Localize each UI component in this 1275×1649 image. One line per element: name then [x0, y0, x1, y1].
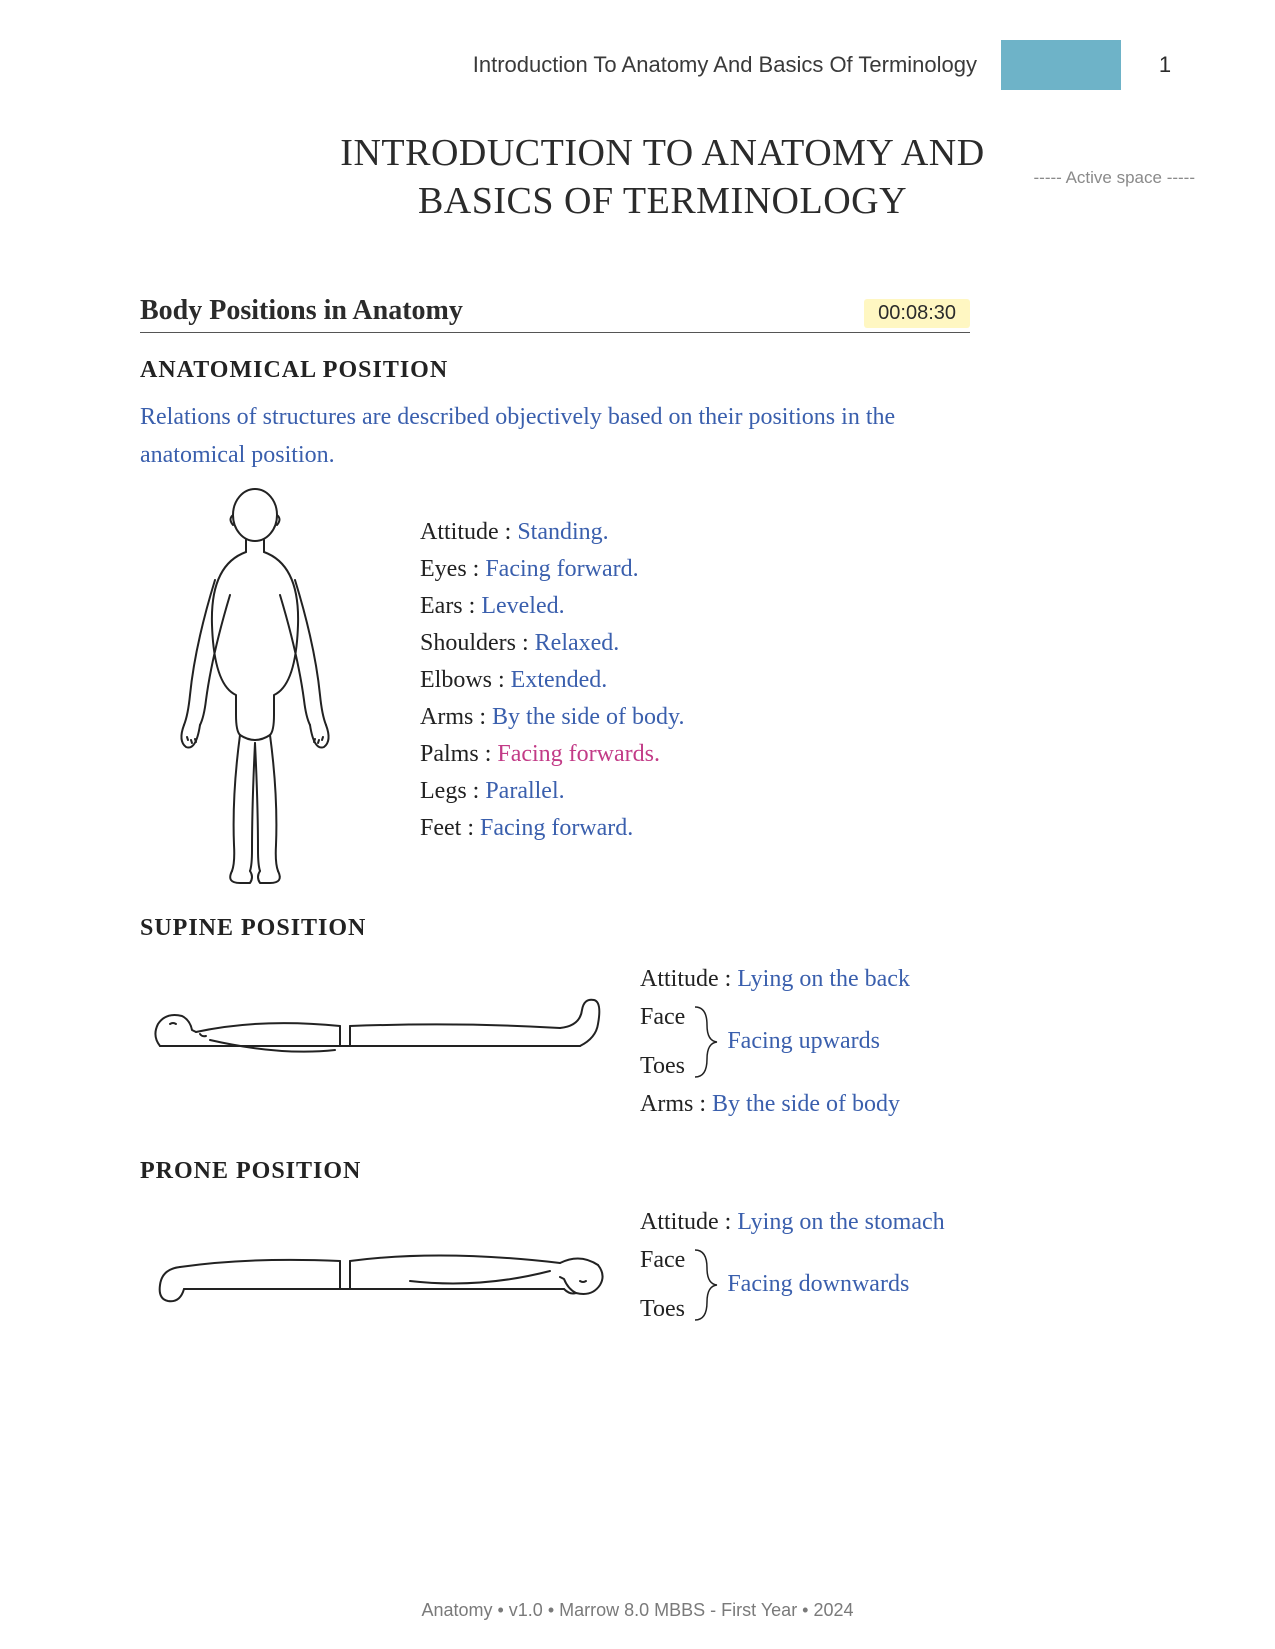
standing-figure: [140, 485, 370, 885]
attr-label: Arms: [420, 704, 473, 730]
page-title-block: INTRODUCTION TO ANATOMY AND BASICS OF TE…: [303, 130, 1023, 225]
anatomical-attribute: Attitude : Standing.: [420, 519, 970, 546]
attr-label: Eyes: [420, 556, 467, 582]
attr-label: Legs: [420, 778, 467, 804]
supine-attitude-label: Attitude: [640, 966, 719, 992]
supine-attributes: Attitude : Lying on the back Face Toes F…: [640, 956, 970, 1128]
supine-figure: [140, 956, 610, 1086]
attr-label: Ears: [420, 593, 463, 619]
active-space-label: ----- Active space -----: [1034, 168, 1196, 188]
attr-value: Parallel.: [485, 778, 564, 804]
attr-label: Shoulders: [420, 630, 516, 656]
attr-value: Extended.: [511, 667, 608, 693]
attr-value: Standing.: [517, 519, 608, 545]
supine-brace-value: Facing upwards: [727, 1028, 880, 1055]
page-number: 1: [1145, 52, 1185, 78]
anatomical-attribute: Legs : Parallel.: [420, 778, 970, 805]
supine-brace-item-1: Toes: [640, 1053, 685, 1080]
supine-heading: SUPINE POSITION: [140, 915, 970, 942]
footer-text: Anatomy • v1.0 • Marrow 8.0 MBBS - First…: [0, 1600, 1275, 1621]
prone-brace-item-1: Toes: [640, 1296, 685, 1323]
anatomical-attribute: Palms : Facing forwards.: [420, 741, 970, 768]
attr-label: Palms: [420, 741, 479, 767]
anatomical-heading: ANATOMICAL POSITION: [140, 357, 970, 384]
anatomical-attribute: Arms : By the side of body.: [420, 704, 970, 731]
attr-label: Feet: [420, 815, 461, 841]
prone-heading: PRONE POSITION: [140, 1158, 970, 1185]
attr-value: Leveled.: [481, 593, 564, 619]
anatomical-attribute: Eyes : Facing forward.: [420, 556, 970, 583]
supine-arms-label: Arms: [640, 1091, 693, 1117]
attr-value: Facing forward.: [480, 815, 633, 841]
attr-label: Attitude: [420, 519, 499, 545]
supine-brace-item-0: Face: [640, 1004, 685, 1031]
attr-label: Elbows: [420, 667, 492, 693]
anatomical-attribute: Elbows : Extended.: [420, 667, 970, 694]
brace-icon: [691, 1246, 721, 1324]
anatomical-attribute: Shoulders : Relaxed.: [420, 630, 970, 657]
header-color-chip: [1001, 40, 1121, 90]
prone-position-block: PRONE POSITION: [140, 1158, 970, 1334]
anatomical-attribute: Ears : Leveled.: [420, 593, 970, 620]
brace-icon: [691, 1003, 721, 1081]
section-heading: Body Positions in Anatomy: [140, 295, 463, 327]
anatomical-attribute: Feet : Facing forward.: [420, 815, 970, 842]
prone-brace-value: Facing downwards: [727, 1271, 909, 1298]
supine-attitude-value: Lying on the back: [737, 966, 910, 992]
prone-attributes: Attitude : Lying on the stomach Face Toe…: [640, 1199, 970, 1334]
anatomical-position-block: ANATOMICAL POSITION Relations of structu…: [140, 357, 970, 885]
anatomical-attributes: Attitude : Standing. Eyes : Facing forwar…: [420, 485, 970, 852]
timestamp-badge: 00:08:30: [864, 299, 970, 328]
prone-brace-item-0: Face: [640, 1247, 685, 1274]
attr-value: Facing forward.: [485, 556, 638, 582]
supine-position-block: SUPINE POSITION: [140, 915, 970, 1128]
page-title: INTRODUCTION TO ANATOMY AND BASICS OF TE…: [303, 130, 1023, 225]
attr-value: By the side of body.: [492, 704, 684, 730]
prone-attitude-value: Lying on the stomach: [737, 1209, 944, 1235]
section-header: Body Positions in Anatomy 00:08:30: [140, 295, 970, 333]
prone-attitude-label: Attitude: [640, 1209, 719, 1235]
supine-arms-value: By the side of body: [712, 1091, 900, 1117]
prone-figure: [140, 1199, 610, 1329]
attr-value: Relaxed.: [535, 630, 620, 656]
running-header: Introduction To Anatomy And Basics Of Te…: [140, 40, 1185, 90]
attr-value: Facing forwards.: [497, 741, 660, 767]
header-title: Introduction To Anatomy And Basics Of Te…: [140, 52, 977, 78]
anatomical-description: Relations of structures are described ob…: [140, 398, 970, 475]
